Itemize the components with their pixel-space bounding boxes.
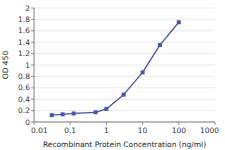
grid-line [34,30,215,31]
tick-label: 1.6 [18,26,30,35]
tick-label: 0 [25,118,30,127]
marker [72,111,76,115]
tick-label: 10 [138,126,148,135]
tick-label: 100 [172,126,187,135]
tick-label: 2 [25,4,30,13]
tick-mark [31,110,34,111]
marker [141,70,145,74]
y-axis-label: OD 450 [1,51,10,80]
tick-label: 0.6 [18,83,30,92]
grid-line [34,76,215,77]
tick-label: 1 [25,61,30,70]
marker [104,107,108,111]
grid-line [34,122,215,123]
grid-line [34,99,215,100]
tick-mark [34,122,35,125]
tick-label: 0.1 [64,126,76,135]
plot-area [50,20,181,117]
grid-line [34,8,215,9]
marker [61,112,65,116]
tick-label: 1000 [200,126,219,135]
tick-mark [31,30,34,31]
tick-mark [31,53,34,54]
x-axis-line [34,122,215,123]
x-axis-label: Recombinant Protein Concentration (ng/ml… [43,140,206,149]
tick-label: 0.8 [18,72,30,81]
tick-mark [142,122,143,125]
marker [177,20,181,24]
tick-label: 0.2 [18,106,30,115]
marker [50,113,54,117]
tick-label: 1.2 [18,49,30,58]
tick-label: 0.4 [18,95,30,104]
tick-mark [31,87,34,88]
grid-line [34,65,215,66]
marker [122,93,126,97]
tick-mark [31,42,34,43]
grid-line [34,87,215,88]
tick-label: 1 [104,126,109,135]
tick-mark [215,122,216,125]
grid-line [34,42,215,43]
tick-mark [31,76,34,77]
grid-line [34,110,215,111]
tick-label: 0.01 [31,126,48,135]
tick-mark [70,122,71,125]
tick-label: 1.4 [18,38,30,47]
tick-mark [31,122,34,123]
tick-mark [31,19,34,20]
marker [94,110,98,114]
tick-mark [178,122,179,125]
line [52,22,179,115]
marker [158,43,162,47]
y-axis-line [34,8,35,122]
tick-mark [31,8,34,9]
tick-label: 1.8 [18,15,30,24]
tick-mark [31,65,34,66]
tick-mark [106,122,107,125]
chart: 0 0.2 0.4 0.6 0.8 1 1.2 1.4 1.6 1.8 2 0.01 0.1 1 10 100… [0,0,225,150]
tick-mark [31,99,34,100]
grid-line [34,19,215,20]
grid-line [34,53,215,54]
